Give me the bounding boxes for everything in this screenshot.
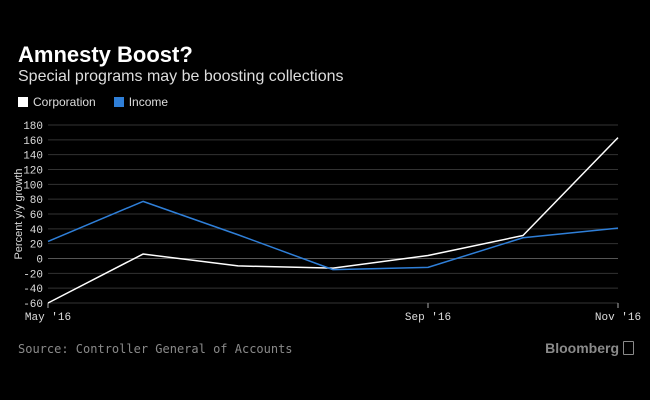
brand-name: Bloomberg bbox=[545, 340, 619, 356]
corporation-line bbox=[47, 137, 619, 304]
y-tick-label: 120 bbox=[23, 166, 43, 178]
x-axis-ticks: May '16 Sep '16 Nov '16 bbox=[25, 303, 641, 324]
source-note: Source: Controller General of Accounts bbox=[18, 342, 293, 356]
y-tick-label: 0 bbox=[36, 255, 43, 267]
legend: Corporation Income bbox=[18, 95, 186, 109]
legend-swatch-income bbox=[113, 97, 124, 107]
legend-label-corporation: Corporation bbox=[33, 95, 96, 109]
y-tick-label: 40 bbox=[30, 225, 43, 237]
x-tick-label: May '16 bbox=[25, 312, 71, 324]
y-axis-ticks: -60 -40 -20 0 20 40 60 80 100 120 140 160 180 bbox=[23, 121, 43, 311]
y-tick-label: 140 bbox=[23, 151, 43, 163]
series-lines bbox=[47, 137, 619, 304]
legend-item-income: Income bbox=[113, 95, 169, 109]
x-tick-label: Sep '16 bbox=[405, 312, 451, 324]
y-tick-label: -40 bbox=[23, 284, 43, 296]
x-tick-label: Nov '16 bbox=[595, 312, 641, 324]
brand-logo: Bloomberg bbox=[545, 340, 634, 356]
y-tick-label: 80 bbox=[30, 195, 43, 207]
bloomberg-icon bbox=[623, 341, 634, 355]
legend-swatch-corporation bbox=[18, 97, 28, 107]
legend-label-income: Income bbox=[128, 95, 169, 109]
y-tick-label: -20 bbox=[23, 269, 43, 281]
grid bbox=[48, 124, 618, 304]
y-axis-label: Percent y/y growth bbox=[13, 168, 25, 259]
chart-subtitle: Special programs may be boosting collect… bbox=[18, 68, 344, 85]
chart-title: Amnesty Boost? bbox=[18, 42, 193, 67]
y-tick-label: 160 bbox=[23, 136, 43, 148]
y-tick-label: 100 bbox=[23, 180, 43, 192]
y-tick-label: -60 bbox=[23, 299, 43, 311]
income-line bbox=[47, 200, 619, 271]
y-tick-label: 180 bbox=[23, 121, 43, 133]
legend-item-corporation: Corporation bbox=[18, 95, 96, 109]
y-tick-label: 20 bbox=[30, 240, 43, 252]
y-tick-label: 60 bbox=[30, 210, 43, 222]
